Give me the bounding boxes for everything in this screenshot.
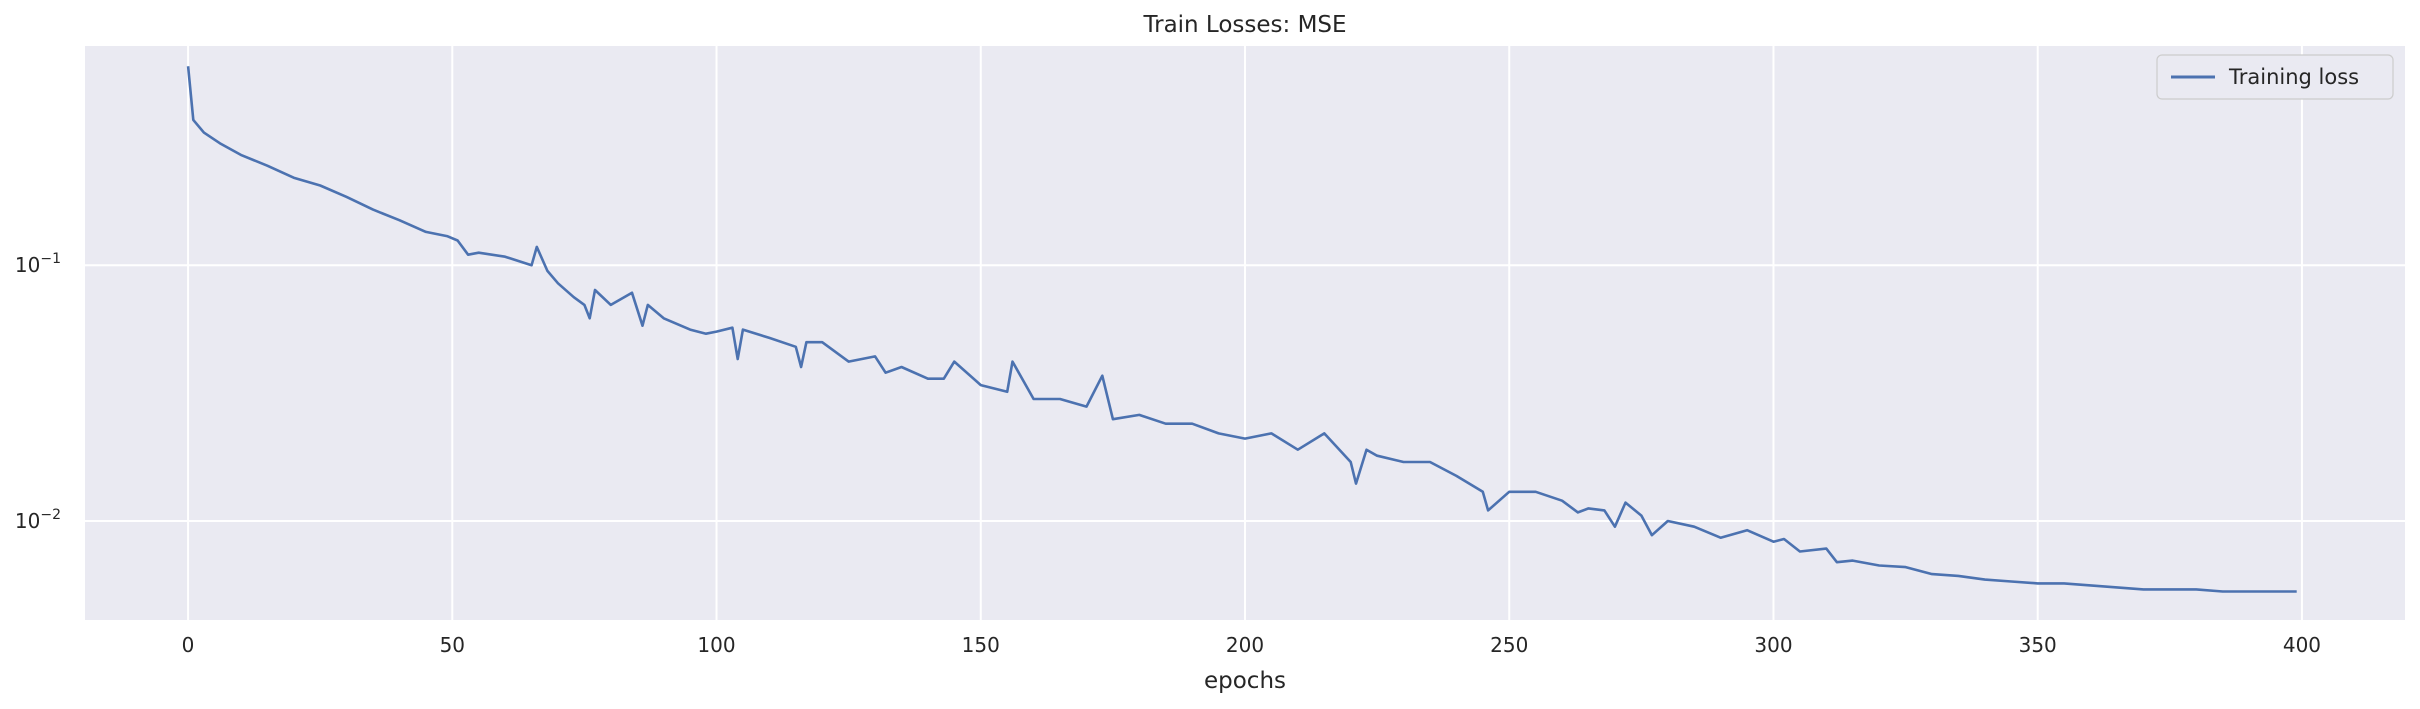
x-tick-label: 150: [962, 633, 1000, 657]
x-tick-label: 300: [1754, 633, 1792, 657]
training-loss-line: [186, 66, 2297, 593]
legend-box: [2156, 54, 2394, 100]
x-tick-label: 200: [1226, 633, 1264, 657]
series-group: [186, 66, 2297, 593]
chart-title: Train Losses: MSE: [1142, 12, 1346, 38]
legend-entry-label: Training loss: [2228, 65, 2359, 89]
x-tick-label: 0: [182, 633, 195, 657]
legend: Training loss: [2156, 54, 2394, 100]
x-tick-label: 50: [440, 633, 465, 657]
x-tick-label: 250: [1490, 633, 1528, 657]
x-tick-label: 400: [2283, 633, 2321, 657]
x-tick-labels: 0 50 100 150 200 250 300 350 400: [182, 633, 2321, 657]
x-axis-label: epochs: [1204, 668, 1286, 694]
x-tick-label: 350: [2019, 633, 2057, 657]
x-tick-label: 100: [697, 633, 735, 657]
y-tick-label: 10−2: [15, 507, 61, 533]
grid-lines: [85, 46, 2405, 620]
y-tick-label: 10−1: [15, 251, 61, 277]
y-tick-labels: 10−1 10−2: [15, 251, 61, 533]
